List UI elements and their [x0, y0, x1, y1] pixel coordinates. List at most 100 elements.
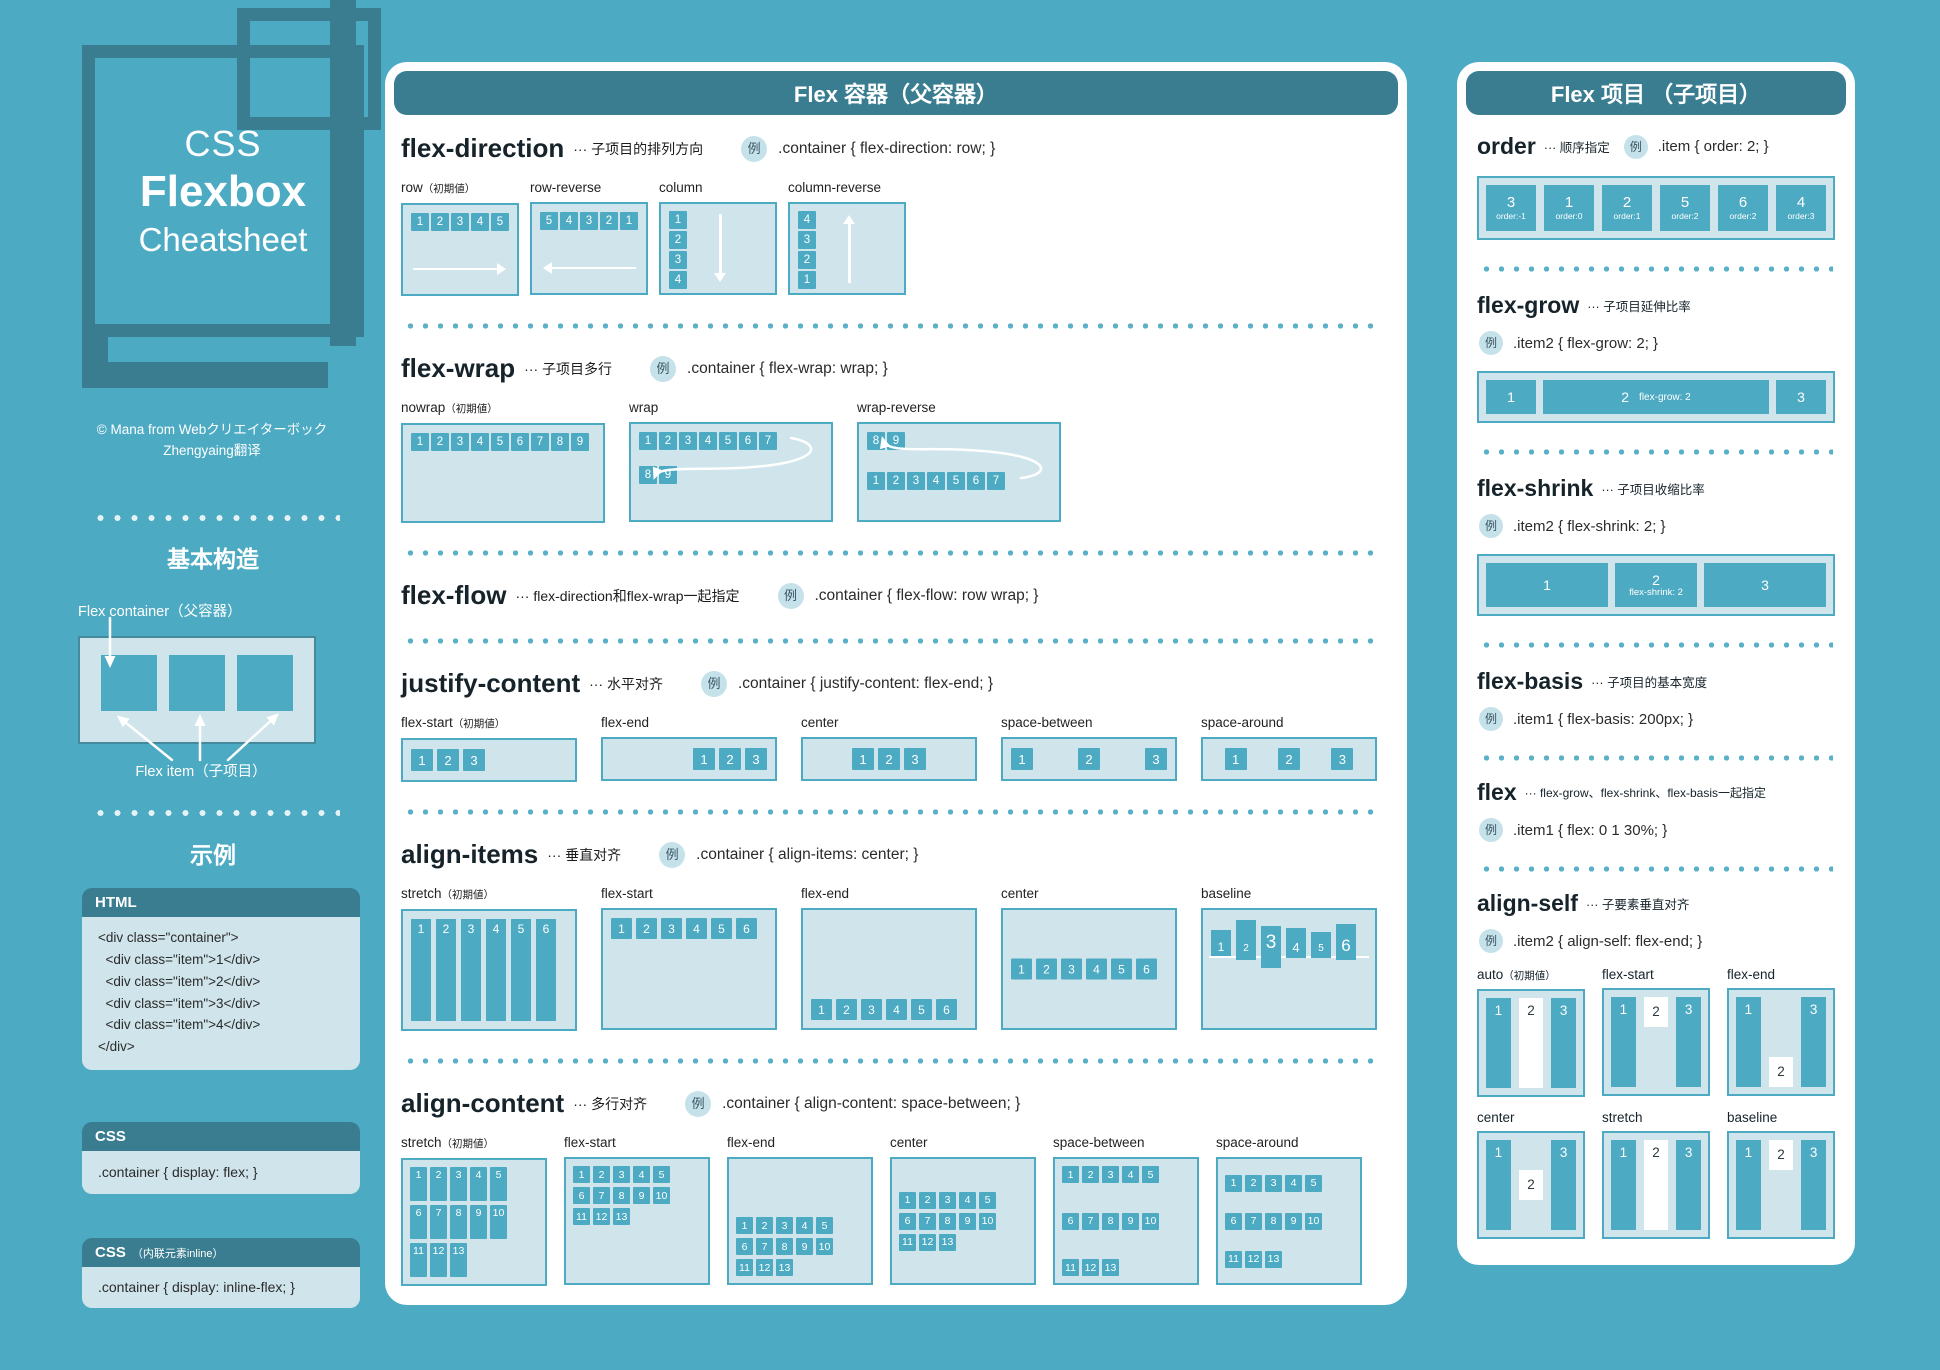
- flex-item-baseline: 1: [1211, 930, 1231, 956]
- flex-item-chip: 7: [756, 1238, 773, 1255]
- flex-item-chip: 12: [1082, 1259, 1099, 1276]
- demo-align-self-flex-start: 1 2 3: [1602, 988, 1710, 1096]
- flex-item-square: [101, 655, 157, 711]
- flex-item-chip: 1: [639, 432, 657, 450]
- order-item-chip: 5 order:2: [1660, 185, 1710, 231]
- flex-item-bar: 3: [1801, 1140, 1827, 1230]
- flex-item-chip: 4: [1122, 1166, 1139, 1183]
- demo-justify-space-around: 1 2 3: [1201, 737, 1377, 781]
- flex-item-chip: 11: [1062, 1259, 1079, 1276]
- flex-item-chip: 10: [653, 1187, 670, 1204]
- css-code: .container { display: flex; }: [98, 1164, 258, 1180]
- align-items-example: .container { align-items: center; }: [696, 845, 919, 863]
- flex-item-chip: 10: [1142, 1212, 1159, 1230]
- wrap-arrow-icon: [652, 436, 813, 480]
- flex-item-chip: 8: [450, 1205, 467, 1239]
- flex-item-chip: 2: [1036, 958, 1057, 980]
- flex-item-chip: 3: [661, 918, 682, 939]
- css-inline-card-header: CSS （内联元素inline）: [82, 1238, 360, 1267]
- as-variant-center: center 1 2 3: [1477, 1110, 1585, 1239]
- demo-align-self-center: 1 2 3: [1477, 1131, 1585, 1239]
- chips: 6 7 8 9 10: [410, 1205, 538, 1239]
- as-variant-auto: auto（初期値） 1 2 3: [1477, 967, 1585, 1097]
- example-badge: 例: [1479, 514, 1503, 538]
- flex-item-chip: 2: [887, 472, 905, 490]
- flex-item-chip: 1: [1011, 958, 1032, 980]
- flex-wrap-example: .container { flex-wrap: wrap; }: [687, 359, 888, 377]
- jc-variant-space-between: space-between 1 2 3: [1001, 715, 1177, 782]
- flex-item-baseline: 4: [1286, 928, 1306, 958]
- flex-item-chip: 2: [430, 1167, 447, 1201]
- flex-item-chip: 11: [899, 1233, 916, 1251]
- chips: 1 2 3 4: [669, 211, 687, 289]
- flex-item-chip: 4: [470, 1167, 487, 1201]
- flex-item-chip: 3: [451, 213, 469, 231]
- chips: 11 12 13: [899, 1233, 1027, 1251]
- wrap-reverse-arrow-icon: [879, 436, 1043, 480]
- flex-item-chip: 2: [431, 213, 449, 231]
- flex-item-bar: 5: [511, 919, 531, 1021]
- variant-label: auto（初期値）: [1477, 967, 1556, 982]
- section-divider: [403, 550, 1379, 556]
- flex-item-chip: 6: [936, 999, 957, 1020]
- justify-content-example: .container { justify-content: flex-end; …: [738, 674, 994, 692]
- example-badge: 例: [741, 135, 768, 162]
- flex-item-chip: 7: [1245, 1212, 1262, 1230]
- flex-item-chip: 3: [451, 433, 469, 451]
- flex-direction-desc: ··· 子项目的排列方向: [573, 140, 704, 157]
- flex-item-chip: 6: [1225, 1212, 1242, 1230]
- flex-item-chip: 7: [593, 1187, 610, 1204]
- flex-item-chip: 5: [1305, 1174, 1322, 1192]
- flex-item-chip: 8: [551, 433, 569, 451]
- flex-item-chip: 11: [410, 1243, 427, 1277]
- section-divider: [403, 323, 1379, 329]
- container-panel-title: Flex 容器（父容器）: [394, 71, 1398, 115]
- order-item-value: order:3: [1787, 211, 1815, 222]
- flex-item-self: 2: [1643, 1140, 1669, 1230]
- align-items-name: align-items: [401, 839, 539, 869]
- flex-item-chip: 13: [939, 1233, 956, 1251]
- code-line: <div class="container">: [98, 930, 239, 945]
- flex-item-chip: 9: [1122, 1212, 1139, 1230]
- flex-item-chip: 4: [471, 213, 489, 231]
- html-card-header: HTML: [82, 888, 360, 917]
- flex-item-chip: 5: [719, 432, 737, 450]
- section-divider: [403, 638, 1379, 644]
- order-desc: ··· 顺序指定: [1543, 141, 1610, 155]
- flex-item-chip: 11: [1225, 1250, 1242, 1268]
- order-item-number: 6: [1738, 194, 1748, 212]
- variant-label: stretch: [1602, 1110, 1643, 1125]
- flex-flow-name: flex-flow: [401, 580, 507, 610]
- demo-align-self-baseline: 1 2 3: [1727, 1131, 1835, 1239]
- flex-item: 3: [1776, 380, 1826, 414]
- chips: 6 7 8 9 10: [736, 1238, 864, 1255]
- order-item-chip: 1 order:0: [1544, 185, 1594, 231]
- credit: © Mana from Webクリエイターボック Zhengyaing翻译: [72, 420, 352, 462]
- flex-item-chip: 3: [939, 1191, 956, 1209]
- css-inline-card-title: CSS: [95, 1244, 126, 1261]
- order-item-value: order:1: [1613, 211, 1641, 222]
- flex-item-chip: 3: [450, 1167, 467, 1201]
- example-badge: 例: [777, 582, 804, 609]
- justify-content-desc: ··· 水平对齐: [589, 675, 663, 692]
- section-divider: [1479, 266, 1833, 272]
- flex-item-chip: 4: [927, 472, 945, 490]
- flex-item-chip: 5: [711, 918, 732, 939]
- chips: 11 12 13: [1225, 1250, 1353, 1268]
- flex-item-chip: 3: [1061, 958, 1082, 980]
- order-item-value: order:-1: [1496, 211, 1526, 222]
- flex-item-chip: 6: [899, 1212, 916, 1230]
- flex-item-bar: 3: [1551, 998, 1577, 1088]
- flex-item-chip: 9: [959, 1212, 976, 1230]
